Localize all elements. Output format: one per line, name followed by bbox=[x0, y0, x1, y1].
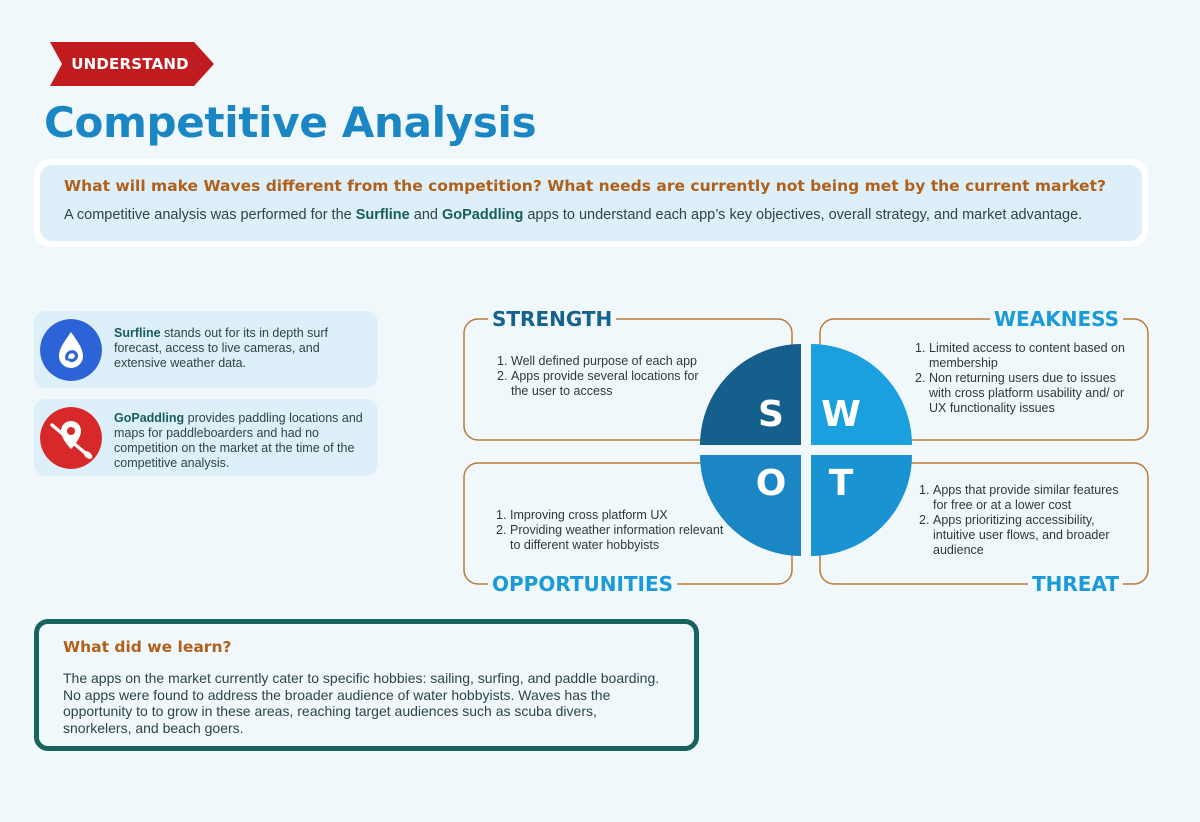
understand-tag: UNDERSTAND bbox=[50, 42, 214, 86]
o-letter: O bbox=[755, 463, 787, 504]
surfline-name: Surfline bbox=[355, 207, 410, 223]
strength-label: STRENGTH bbox=[488, 307, 617, 331]
intro-description: A competitive analysis was performed for… bbox=[64, 207, 1083, 223]
weakness-label: WEAKNESS bbox=[990, 307, 1124, 331]
w-letter: W bbox=[821, 394, 861, 435]
opportunities-label: OPPORTUNITIES bbox=[488, 572, 678, 596]
surfline-card: Surfline stands out for its in depth sur… bbox=[34, 311, 378, 388]
list-item: 1. Improving cross platform UX bbox=[496, 508, 668, 522]
surfline-logo-icon bbox=[40, 319, 102, 381]
surfline-description: Surfline stands out for its in depth sur… bbox=[114, 326, 328, 370]
list-item: 2. Apps prioritizing accessibility, intui… bbox=[919, 513, 1110, 557]
t-letter: T bbox=[828, 463, 854, 504]
weakness-list: 1. Limited access to content based on mem… bbox=[915, 341, 1130, 416]
learnings-panel: What did we learn? The apps on the marke… bbox=[34, 619, 699, 751]
tag-label: UNDERSTAND bbox=[71, 55, 189, 73]
page-title: Competitive Analysis bbox=[44, 98, 537, 147]
intro-panel: What will make Waves different from the … bbox=[34, 159, 1148, 247]
gopaddling-logo-icon bbox=[40, 407, 102, 469]
list-item: 1. Limited access to content based on mem… bbox=[915, 341, 1125, 370]
opportunities-list: 1. Improving cross platform UX 2. Providin… bbox=[496, 508, 726, 553]
list-item: 2. Non returning users due to issues with… bbox=[915, 371, 1125, 415]
list-item: 1. Well defined purpose of each app bbox=[497, 354, 698, 368]
threat-label: THREAT bbox=[1028, 572, 1124, 596]
gopaddling-name: GoPaddling bbox=[441, 207, 524, 223]
learnings-title: What did we learn? bbox=[63, 638, 232, 656]
threat-list: 1. Apps that provide similar features for… bbox=[919, 483, 1131, 558]
strength-list: 1. Well defined purpose of each app 2. App… bbox=[497, 354, 712, 399]
tag-arrow-shape bbox=[50, 42, 214, 86]
intro-question: What will make Waves different from the … bbox=[64, 177, 1106, 195]
s-letter: S bbox=[758, 394, 784, 435]
list-item: 2. Apps provide several locations for the… bbox=[497, 369, 699, 398]
list-item: 1. Apps that provide similar features for… bbox=[919, 483, 1119, 512]
learnings-body: The apps on the market currently cater t… bbox=[63, 670, 660, 736]
gopaddling-description: GoPaddling provides paddling locations a… bbox=[114, 411, 363, 470]
gopaddling-card: GoPaddling provides paddling locations a… bbox=[34, 399, 378, 476]
list-item: 2. Providing weather information relevant… bbox=[496, 523, 724, 552]
